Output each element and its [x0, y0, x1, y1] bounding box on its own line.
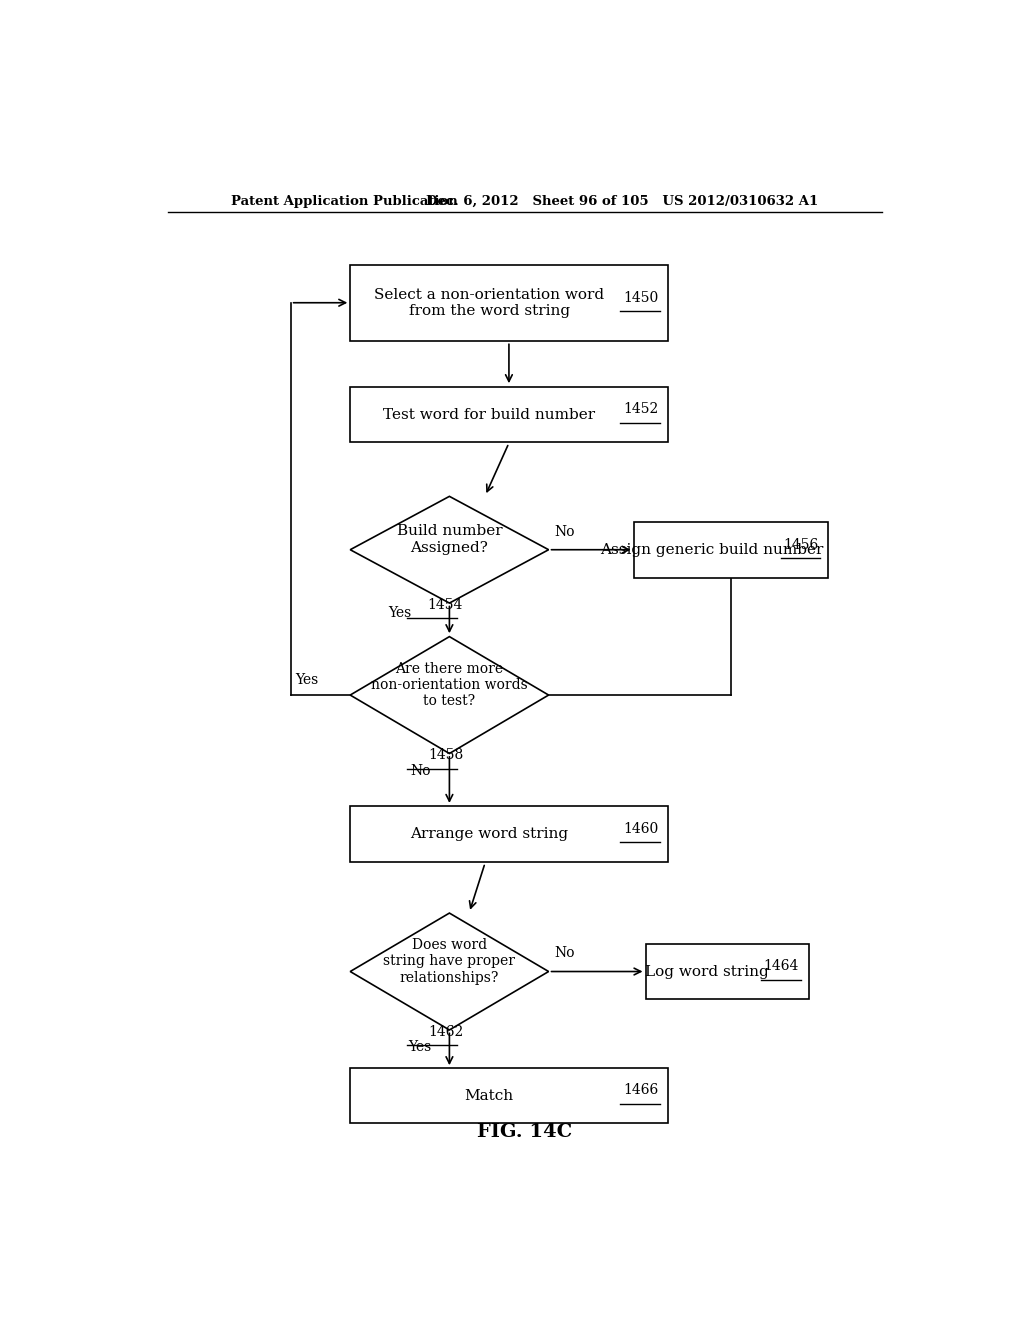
Text: Log word string: Log word string	[645, 965, 769, 978]
FancyBboxPatch shape	[350, 264, 668, 341]
Text: No: No	[554, 946, 574, 961]
Text: 1462: 1462	[428, 1024, 463, 1039]
Text: 1458: 1458	[428, 748, 463, 763]
Text: No: No	[411, 764, 431, 779]
Text: No: No	[554, 524, 574, 539]
Text: Does word
string have proper
relationships?: Does word string have proper relationshi…	[383, 939, 515, 985]
Text: 1454: 1454	[428, 598, 463, 612]
Text: Dec. 6, 2012   Sheet 96 of 105   US 2012/0310632 A1: Dec. 6, 2012 Sheet 96 of 105 US 2012/031…	[426, 194, 818, 207]
Text: Test word for build number: Test word for build number	[383, 408, 595, 421]
Text: Yes: Yes	[388, 606, 412, 619]
FancyBboxPatch shape	[350, 1068, 668, 1123]
Text: 1456: 1456	[783, 537, 819, 552]
Text: Patent Application Publication: Patent Application Publication	[231, 194, 458, 207]
Text: 1460: 1460	[623, 822, 658, 837]
Polygon shape	[350, 913, 549, 1030]
Text: 1466: 1466	[623, 1084, 658, 1097]
Text: 1464: 1464	[764, 960, 799, 973]
FancyBboxPatch shape	[350, 807, 668, 862]
Text: Are there more
non-orientation words
to test?: Are there more non-orientation words to …	[371, 661, 527, 708]
Text: Yes: Yes	[295, 673, 318, 686]
Polygon shape	[350, 636, 549, 754]
Text: Match: Match	[465, 1089, 514, 1102]
Polygon shape	[350, 496, 549, 603]
Text: Select a non-orientation word
from the word string: Select a non-orientation word from the w…	[374, 288, 604, 318]
FancyBboxPatch shape	[350, 387, 668, 442]
Text: 1452: 1452	[623, 403, 658, 416]
FancyBboxPatch shape	[646, 944, 809, 999]
Text: Yes: Yes	[408, 1040, 431, 1053]
Text: 1450: 1450	[623, 290, 658, 305]
FancyBboxPatch shape	[634, 521, 828, 578]
Text: Arrange word string: Arrange word string	[410, 828, 568, 841]
Text: Build number
Assigned?: Build number Assigned?	[396, 524, 502, 554]
Text: Assign generic build number: Assign generic build number	[600, 543, 823, 557]
Text: FIG. 14C: FIG. 14C	[477, 1123, 572, 1140]
